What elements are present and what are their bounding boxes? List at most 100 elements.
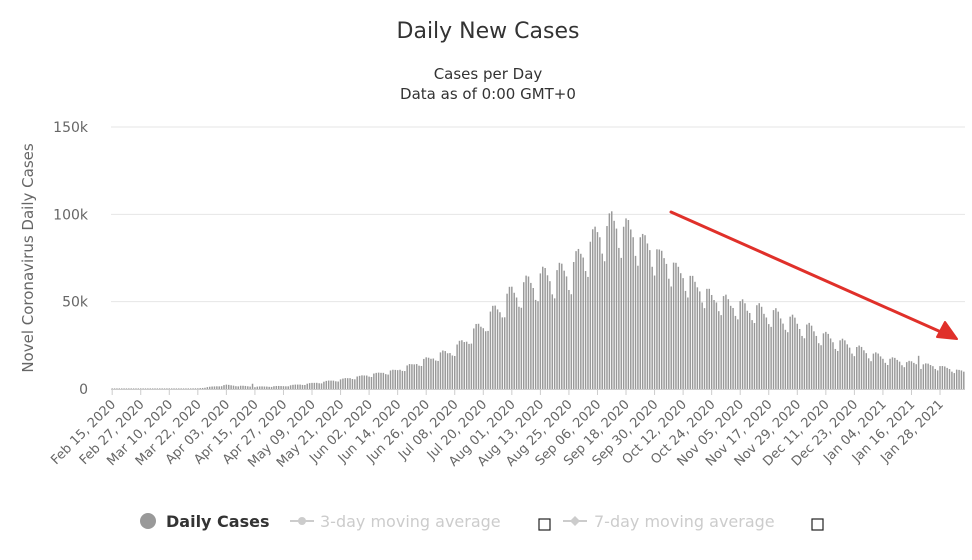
bar [513, 292, 515, 389]
bar [587, 276, 589, 389]
bar [577, 248, 580, 389]
legend-item-3-day-moving-average[interactable]: 3-day moving average [290, 512, 501, 531]
bar [263, 386, 266, 389]
bar [542, 266, 544, 389]
bar [546, 275, 549, 389]
bar [218, 386, 220, 389]
bar [180, 388, 182, 389]
legend-marker [298, 517, 306, 525]
bar [216, 386, 218, 389]
bar [832, 342, 834, 389]
bar [527, 276, 530, 389]
bar [596, 232, 599, 389]
bar [499, 312, 501, 389]
bar [235, 386, 237, 389]
bar [511, 286, 513, 389]
bar [365, 375, 368, 389]
bar [475, 323, 477, 389]
bar [382, 372, 385, 389]
bar [922, 364, 925, 389]
bar [123, 388, 125, 389]
bar [549, 281, 551, 389]
legend-checkbox[interactable] [538, 518, 551, 531]
bar [936, 370, 939, 389]
bar [320, 383, 323, 389]
bar [492, 305, 494, 389]
bar [313, 382, 316, 389]
bar [385, 374, 387, 389]
bar [756, 305, 758, 389]
bar [118, 388, 121, 389]
bar [154, 388, 156, 389]
bar [758, 303, 760, 389]
bar [917, 355, 920, 389]
bar [644, 235, 646, 389]
bar [741, 299, 744, 389]
bar [787, 332, 789, 389]
bar [782, 323, 784, 389]
bar [515, 297, 518, 389]
bar [748, 312, 751, 389]
bar [658, 249, 661, 389]
bar [159, 388, 161, 389]
gridlines [111, 126, 965, 303]
bar [125, 388, 128, 389]
bar [744, 303, 746, 389]
bar [361, 375, 363, 389]
legend-item-daily-cases[interactable]: Daily Cases [140, 512, 269, 531]
legend-item-7-day-moving-average[interactable]: 7-day moving average [563, 512, 775, 531]
bar [639, 237, 642, 389]
bar [297, 384, 299, 389]
bar [582, 257, 584, 389]
bar [539, 273, 542, 389]
chart-title: Daily New Cases [397, 19, 580, 44]
bar [663, 258, 665, 389]
bar [625, 218, 627, 389]
bar [915, 364, 917, 389]
bar [668, 278, 670, 389]
y-tick-label: 150k [53, 120, 89, 136]
bar [223, 385, 225, 389]
bar [194, 388, 197, 389]
bar [951, 371, 953, 389]
bar [120, 388, 123, 389]
bar [594, 226, 596, 389]
bar [375, 372, 377, 389]
legend-checkbox[interactable] [811, 518, 824, 531]
bar [299, 384, 301, 389]
bar [349, 378, 351, 389]
bar [244, 385, 247, 389]
bar [841, 338, 844, 389]
bar [846, 344, 848, 389]
bar [941, 366, 944, 389]
bar [339, 379, 342, 389]
bar [713, 300, 715, 389]
bar [934, 368, 936, 389]
legend-marker [570, 516, 580, 526]
bar [620, 257, 622, 389]
bar [908, 360, 910, 389]
bar [237, 386, 239, 389]
bar [399, 369, 401, 389]
bar [275, 385, 278, 389]
bar [568, 289, 570, 389]
bar [437, 360, 439, 389]
bar [544, 268, 546, 389]
bar [456, 344, 458, 389]
bar [856, 347, 858, 389]
bar [132, 388, 135, 389]
bar [289, 385, 292, 389]
bar [137, 388, 140, 389]
bar [368, 376, 370, 389]
bar [396, 370, 399, 389]
bar [473, 328, 475, 389]
bar [665, 263, 668, 389]
bar [948, 369, 951, 389]
bar [166, 388, 168, 389]
bar [955, 369, 958, 389]
bar [675, 262, 677, 389]
bar [178, 388, 180, 389]
bar [801, 335, 803, 389]
bar [839, 340, 841, 389]
